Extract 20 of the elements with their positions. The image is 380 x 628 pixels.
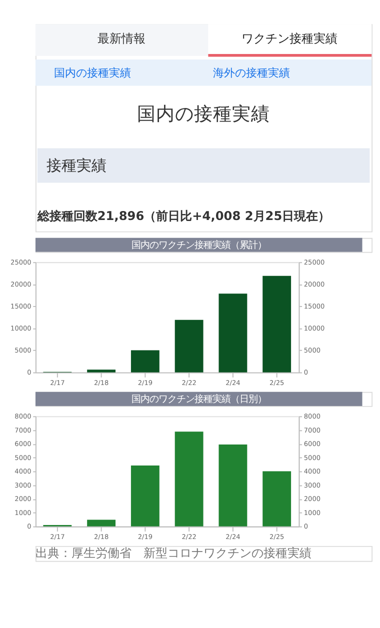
text: 海外の接種実績 (212, 66, 290, 80)
text: 国内の接種実績 (54, 66, 132, 80)
chart-title: 国内のワクチン接種実績（日別） (131, 394, 266, 406)
source-note: 出典：厚生労働省 新型コロナワクチンの接種実績 (35, 546, 312, 560)
bar (262, 471, 292, 526)
bar (218, 294, 248, 372)
text: 接種実績 (46, 156, 107, 175)
bar (174, 320, 204, 372)
text: ワクチン接種実績 (241, 32, 338, 46)
bar (130, 466, 160, 526)
text: 最新情報 (97, 32, 146, 46)
bar (218, 444, 248, 526)
bar (87, 520, 116, 526)
bar (262, 276, 292, 372)
bar (130, 350, 160, 372)
text: 国内の接種実績 (137, 103, 270, 126)
text: 総接種回数21,896（前日比+4,008 2月25日現在） (36, 209, 330, 224)
bar (87, 370, 116, 372)
bar (174, 432, 204, 526)
chart-title: 国内のワクチン接種実績（累計） (131, 240, 266, 252)
